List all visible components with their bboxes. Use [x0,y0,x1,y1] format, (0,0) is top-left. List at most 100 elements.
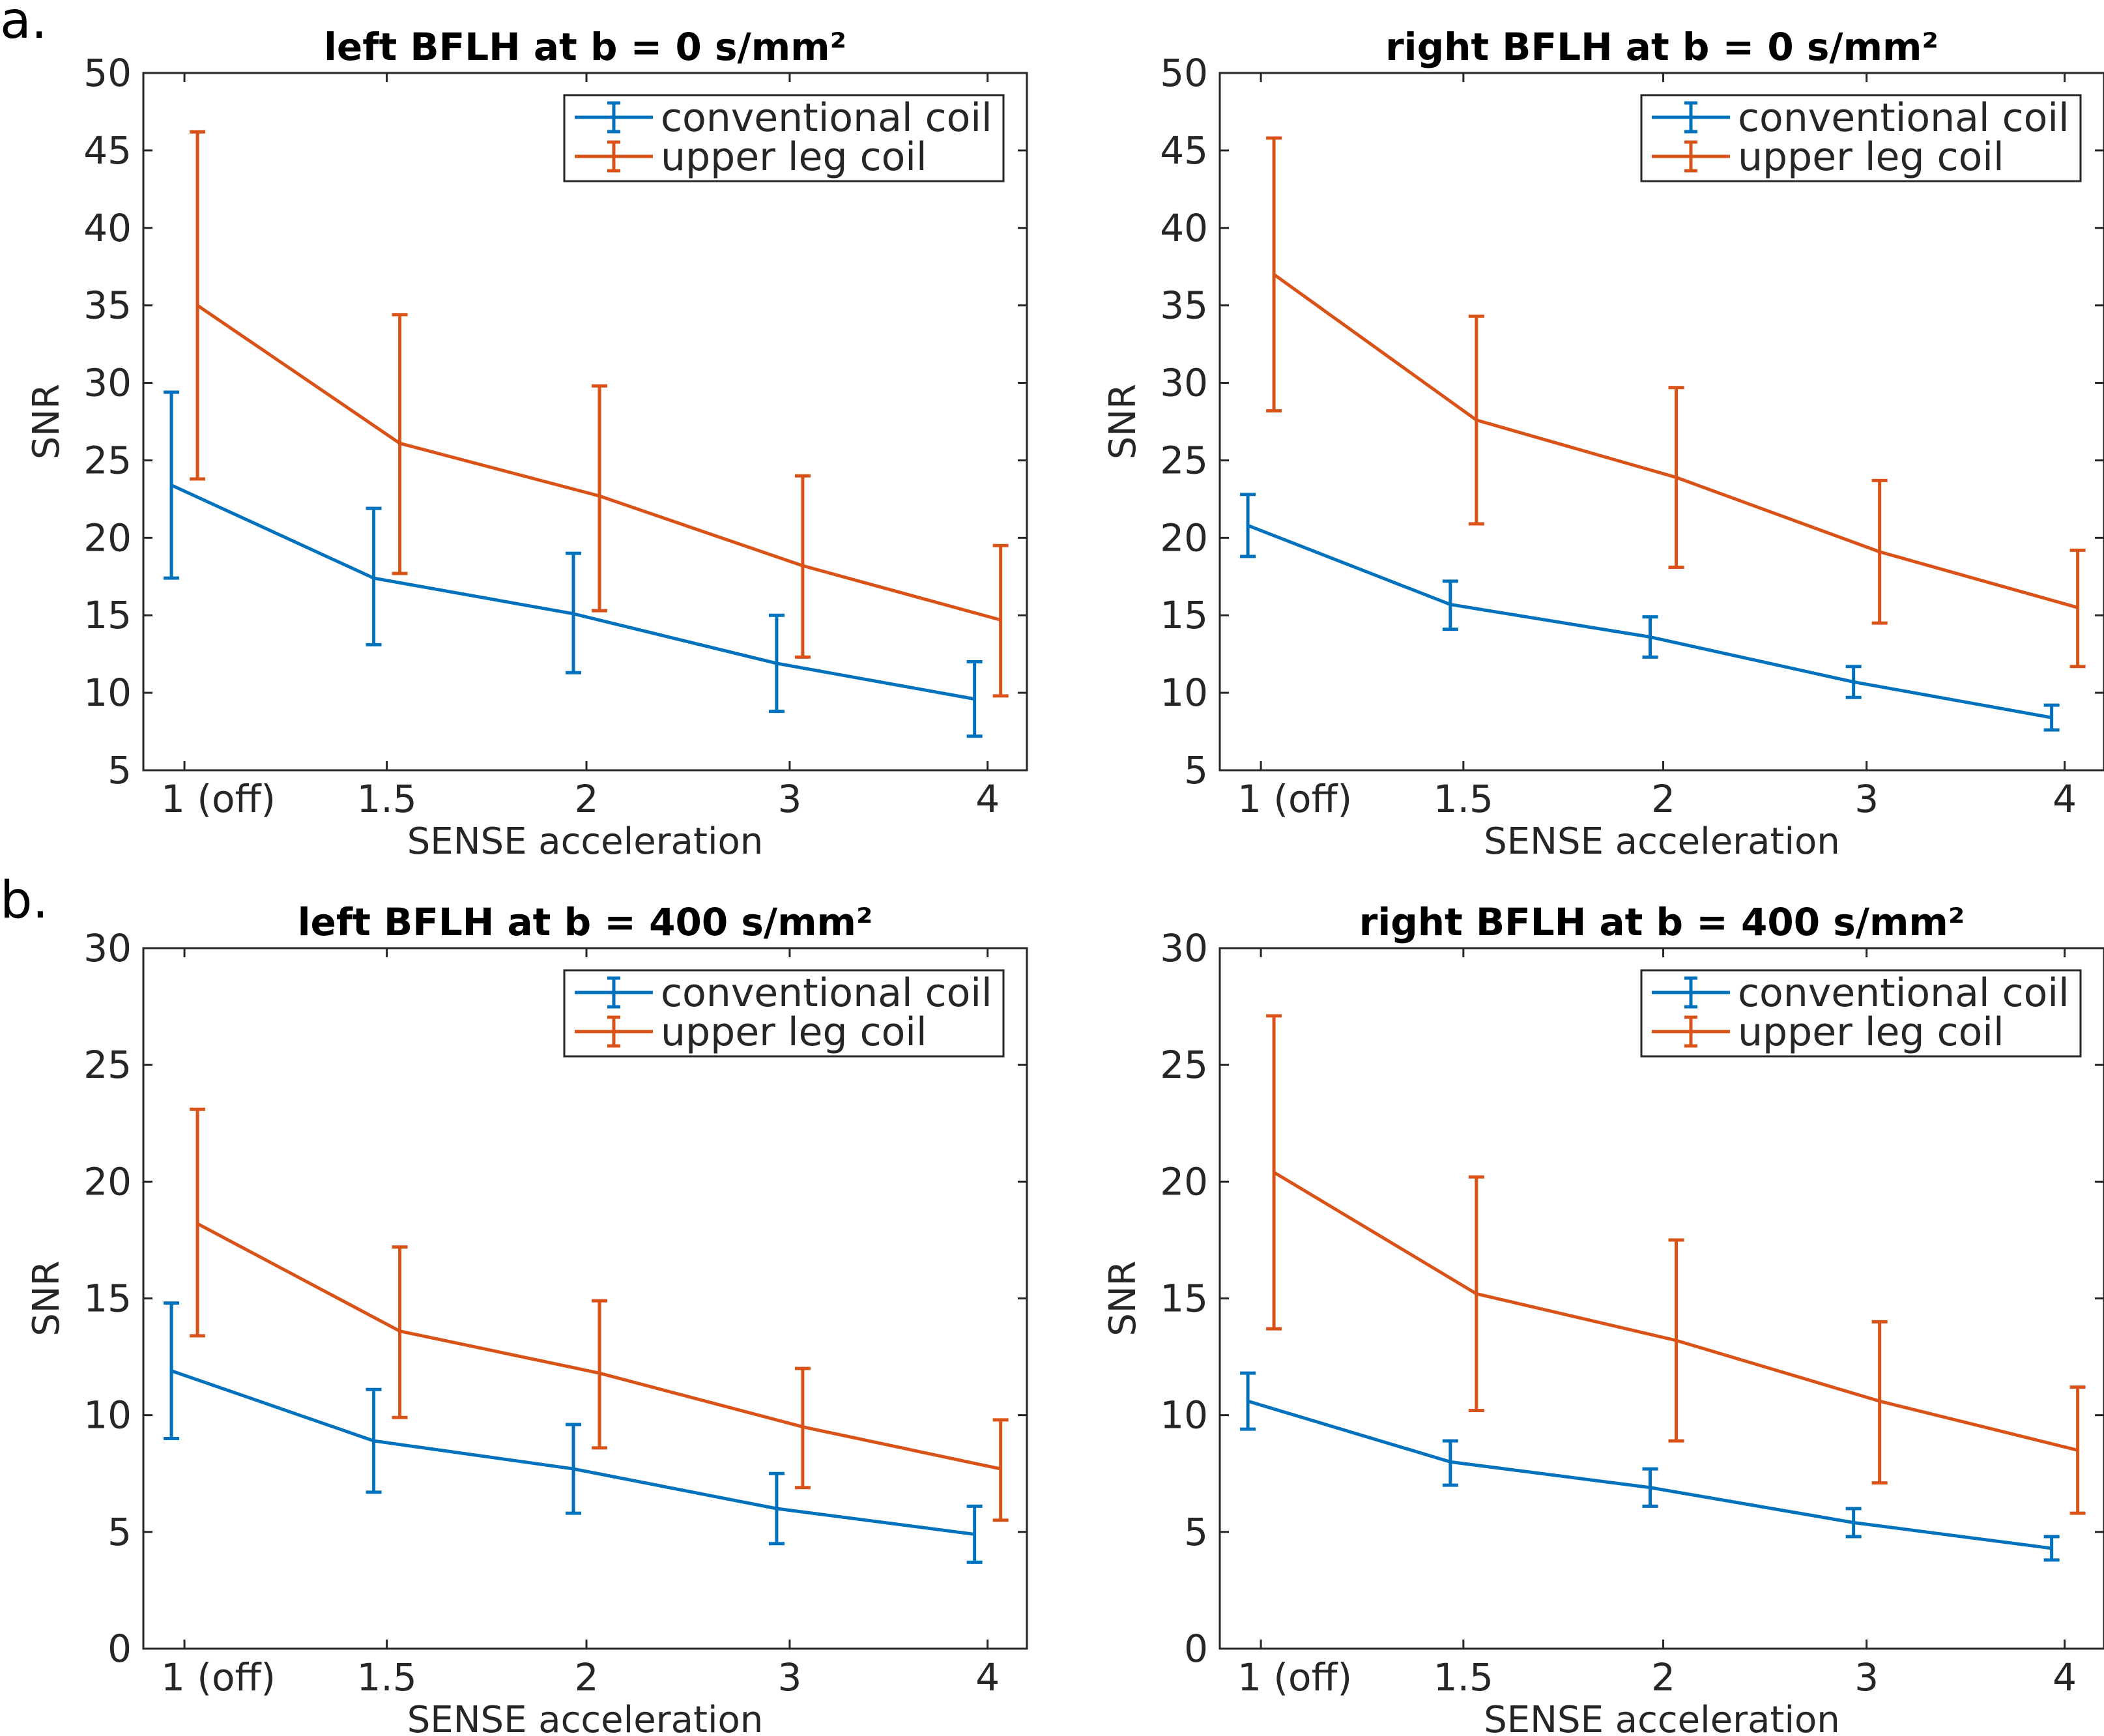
y-tick-label: 5 [108,1510,132,1554]
x-tick-label: 1 (off) [161,1655,276,1700]
y-tick-label: 10 [83,671,132,715]
x-tick-label: 4 [2053,1655,2077,1700]
legend-entry: conventional coil [1738,970,2069,1016]
legend-entry: upper leg coil [661,134,927,180]
x-tick-label: 1.5 [1434,1655,1493,1700]
plot-area [142,72,1028,772]
y-tick-label: 25 [1160,438,1208,482]
y-tick-label: 10 [83,1393,132,1438]
x-tick-label: 3 [777,777,801,821]
x-tick-label: 3 [1854,777,1879,821]
x-tick-label: 2 [575,777,599,821]
y-tick-label: 5 [1184,1510,1208,1554]
legend-box [1640,94,2082,182]
x-tick-label: 1 (off) [1237,777,1352,821]
legend-box [1640,969,2082,1058]
x-tick-label: 3 [1854,1655,1879,1700]
y-tick-label: 50 [83,51,132,95]
y-tick-label: 35 [83,283,132,328]
y-tick-label: 5 [1184,748,1208,792]
chart-panel-1: 5 10 15 20 25 30 35 40 45 50 1 (off) 1.5 2 3 4 left BFL… [25,25,1028,863]
legend-entry: upper leg coil [1738,134,2004,180]
series-upper-leg-coil [190,1107,1009,1522]
legend-entry: conventional coil [1738,95,2069,141]
chart-panel-4: 0 5 10 15 20 25 30 1 (off) 1.5 2 3 4 right BFLH at b… [1102,900,2104,1736]
x-tick-label: 2 [1651,1655,1675,1700]
y-tick-label: 20 [83,515,132,560]
y-tick-label: 5 [108,748,132,792]
y-tick-label: 15 [83,593,132,637]
series-conventional-coil [1240,1371,2060,1562]
y-tick-label: 45 [83,128,132,173]
legend-entry: upper leg coil [1738,1009,2004,1055]
y-tick-label: 50 [1160,51,1208,95]
y-tick-label: 25 [1160,1043,1208,1087]
x-axis-label: SENSE acceleration [407,1699,764,1736]
panel-label-b: b. [0,871,48,930]
series-upper-leg-coil [1266,1014,2086,1515]
y-tick-label: 15 [83,1277,132,1321]
y-tick-label: 30 [1160,926,1208,970]
legend-entry: conventional coil [661,970,992,1016]
y-tick-label: 0 [1184,1627,1208,1671]
y-tick-label: 25 [83,1043,132,1087]
chart-title: right BFLH at b = 400 s/mm² [1359,900,1965,944]
y-tick-label: 0 [108,1627,132,1671]
x-tick-label: 1.5 [1434,777,1493,821]
y-tick-label: 20 [83,1159,132,1204]
series-conventional-coil [164,1301,983,1564]
y-axis-label: SNR [25,1260,68,1336]
x-axis-label: SENSE acceleration [1484,1699,1840,1736]
x-tick-label: 1 (off) [161,777,276,821]
y-tick-label: 10 [1160,1393,1208,1438]
x-tick-label: 2 [575,1655,599,1700]
x-tick-label: 3 [777,1655,801,1700]
y-tick-label: 10 [1160,671,1208,715]
x-tick-label: 1.5 [356,1655,416,1700]
chart-title: right BFLH at b = 0 s/mm² [1385,25,1938,69]
x-tick-label: 2 [1651,777,1675,821]
chart-panel-2: 5 10 15 20 25 30 35 40 45 50 1 (off) 1.5 2 3 4 right BF… [1102,25,2104,863]
y-tick-label: 25 [83,438,132,482]
x-tick-label: 1 (off) [1237,1655,1352,1700]
legend-box [563,969,1005,1058]
chart-title: left BFLH at b = 0 s/mm² [324,25,846,69]
legend-entry: upper leg coil [661,1009,927,1055]
y-tick-label: 15 [1160,1277,1208,1321]
panel-label-a: a. [0,0,48,50]
legend-entry: conventional coil [661,95,992,141]
series-conventional-coil [164,390,983,738]
series-conventional-coil [1240,493,2060,732]
y-axis-label: SNR [25,384,68,459]
y-tick-label: 30 [83,361,132,405]
y-tick-label: 45 [1160,128,1208,173]
chart-panel-3: 0 5 10 15 20 25 30 1 (off) 1.5 2 3 4 left BFLH at b … [25,900,1028,1736]
x-axis-label: SENSE acceleration [407,820,764,863]
y-tick-label: 15 [1160,593,1208,637]
y-axis-label: SNR [1102,384,1144,459]
y-tick-label: 35 [1160,283,1208,328]
legend-box [563,94,1005,182]
x-axis-label: SENSE acceleration [1484,820,1840,863]
y-tick-label: 30 [1160,361,1208,405]
plot-area [1218,72,2104,772]
y-tick-label: 30 [83,926,132,970]
y-tick-label: 40 [83,206,132,250]
series-upper-leg-coil [190,130,1009,698]
x-tick-label: 1.5 [356,777,416,821]
y-tick-label: 20 [1160,515,1208,560]
x-tick-label: 4 [975,777,1000,821]
x-tick-label: 4 [975,1655,1000,1700]
chart-title: left BFLH at b = 400 s/mm² [298,900,873,944]
y-axis-label: SNR [1102,1260,1144,1336]
series-upper-leg-coil [1266,136,2086,669]
y-tick-label: 40 [1160,206,1208,250]
y-tick-label: 20 [1160,1159,1208,1204]
x-tick-label: 4 [2053,777,2077,821]
